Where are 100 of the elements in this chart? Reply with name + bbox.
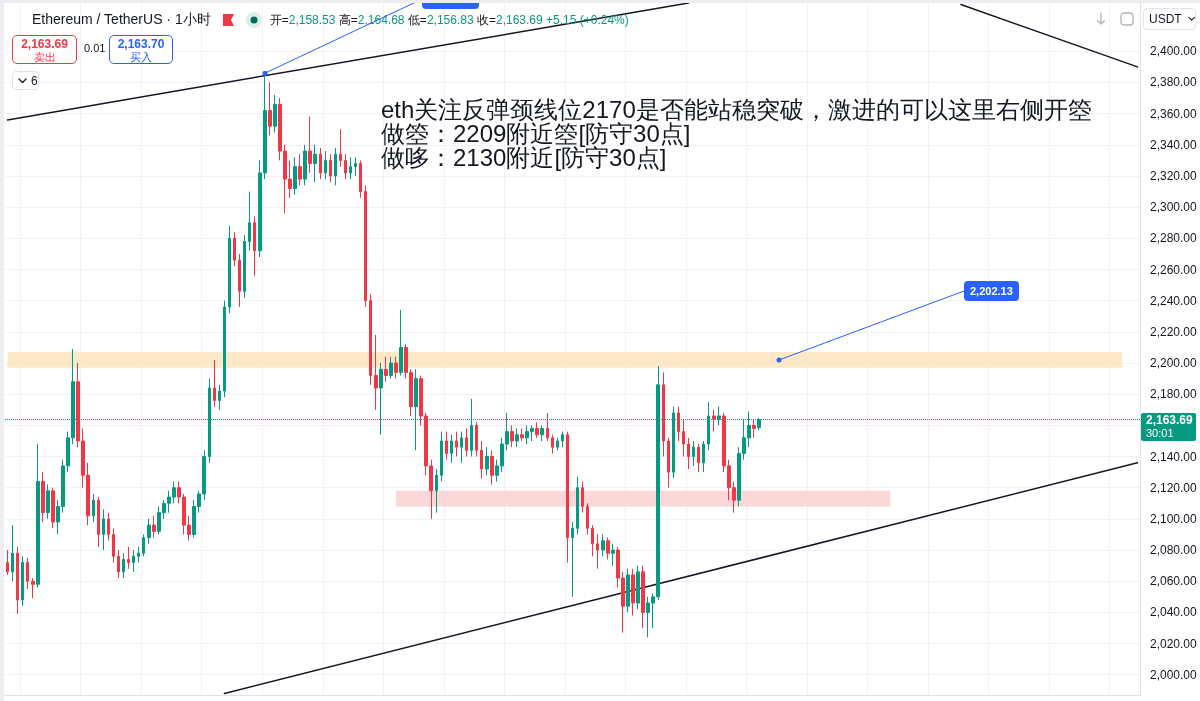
candlestick bbox=[364, 184, 367, 308]
candlestick bbox=[571, 521, 574, 598]
candlestick bbox=[122, 552, 125, 579]
y-tick-label: 2,220.00 bbox=[1150, 324, 1198, 339]
candlestick bbox=[515, 427, 519, 448]
candlestick bbox=[682, 418, 685, 458]
candlestick bbox=[626, 568, 630, 613]
candlestick bbox=[273, 94, 277, 133]
candlestick bbox=[520, 427, 524, 442]
y-tick-label: 2,000.00 bbox=[1150, 667, 1198, 682]
candlestick bbox=[641, 565, 645, 629]
candlestick bbox=[556, 437, 559, 451]
candlestick bbox=[601, 533, 605, 557]
y-tick-label: 2,360.00 bbox=[1150, 106, 1198, 121]
y-tick-label: 2,320.00 bbox=[1150, 169, 1198, 183]
candlestick bbox=[596, 533, 599, 570]
sell-button: 2,163.69 卖出 bbox=[12, 35, 77, 64]
candlestick bbox=[354, 156, 357, 177]
candlestick bbox=[308, 116, 312, 174]
candlestick bbox=[677, 406, 680, 442]
candlestick bbox=[238, 253, 241, 308]
candlestick bbox=[319, 147, 322, 180]
candlestick bbox=[606, 537, 610, 560]
candlestick bbox=[243, 234, 246, 299]
candlestick bbox=[712, 409, 716, 433]
annotation: 2,202.13 bbox=[964, 281, 1019, 301]
y-tick-label: 2,120.00 bbox=[1150, 480, 1198, 495]
candlestick bbox=[465, 427, 468, 458]
candlestick bbox=[112, 527, 115, 564]
candlestick bbox=[117, 549, 120, 579]
candlestick bbox=[399, 309, 403, 376]
candlestick bbox=[752, 418, 756, 439]
candlestick bbox=[21, 555, 24, 607]
annotation: 2,163.70 bbox=[117, 36, 165, 51]
candlestick bbox=[137, 546, 140, 564]
candlestick bbox=[490, 449, 494, 486]
dropdown: USDT bbox=[1143, 8, 1196, 30]
candlestick bbox=[324, 150, 327, 180]
annotation: 0.01 bbox=[84, 42, 106, 55]
candlestick bbox=[374, 334, 378, 411]
candlestick bbox=[26, 557, 29, 590]
candlestick bbox=[152, 515, 156, 539]
y-tick-label: 2,040.00 bbox=[1150, 605, 1198, 620]
candlestick bbox=[51, 487, 55, 529]
candlestick bbox=[233, 231, 236, 267]
y-tick-label: 2,400.00 bbox=[1150, 44, 1198, 59]
candlestick bbox=[636, 565, 640, 610]
candlestick bbox=[102, 509, 105, 551]
candlestick bbox=[92, 493, 95, 523]
candlestick bbox=[566, 431, 569, 564]
ref-line-label: 2,163.69 bbox=[1146, 412, 1194, 427]
candlestick bbox=[450, 434, 453, 464]
annotation: 2,163.69 bbox=[21, 36, 68, 51]
candlestick bbox=[535, 421, 539, 439]
annotation: 买入 bbox=[130, 50, 152, 63]
candlestick bbox=[369, 293, 372, 386]
candlestick bbox=[298, 153, 302, 186]
candlestick bbox=[611, 543, 615, 567]
candlestick bbox=[631, 568, 635, 617]
buy-button: 2,163.70 买入 bbox=[109, 35, 173, 64]
candlestick bbox=[268, 81, 272, 136]
candlestick bbox=[127, 546, 130, 570]
candlestick bbox=[455, 431, 458, 458]
y-tick-label: 2,300.00 bbox=[1150, 200, 1198, 215]
candlestick bbox=[485, 446, 489, 476]
y-tick-label: 2,060.00 bbox=[1150, 574, 1198, 589]
annotation: 卖出 bbox=[33, 50, 56, 63]
candlestick bbox=[687, 437, 690, 470]
candlestick bbox=[36, 443, 40, 588]
y-tick-label: 2,200.00 bbox=[1150, 356, 1198, 371]
candlestick bbox=[228, 225, 231, 314]
candlestick bbox=[313, 144, 317, 183]
y-tick-label: 2,020.00 bbox=[1150, 636, 1198, 651]
candlestick bbox=[702, 440, 705, 473]
candlestick bbox=[480, 440, 483, 479]
candlestick bbox=[551, 434, 554, 454]
candlestick bbox=[389, 356, 393, 380]
candlestick bbox=[394, 356, 398, 380]
candlestick bbox=[107, 512, 110, 542]
candlestick bbox=[435, 468, 438, 514]
candlestick bbox=[475, 421, 478, 458]
candlestick bbox=[213, 359, 216, 408]
candlestick bbox=[339, 128, 342, 168]
candlestick bbox=[546, 412, 549, 442]
candlestick bbox=[11, 524, 14, 582]
y-tick-label: 2,140.00 bbox=[1150, 449, 1198, 464]
y-tick-label: 2,280.00 bbox=[1150, 231, 1198, 246]
candlestick bbox=[440, 431, 443, 482]
candlestick bbox=[303, 144, 307, 186]
candlestick bbox=[576, 476, 579, 535]
candlestick bbox=[293, 156, 297, 196]
candlestick bbox=[561, 431, 564, 448]
y-tick-label: 2,100.00 bbox=[1150, 511, 1198, 526]
candlestick bbox=[662, 371, 665, 458]
candlestick bbox=[581, 480, 584, 514]
candlestick bbox=[218, 384, 221, 411]
y-tick-label: 2,080.00 bbox=[1150, 543, 1198, 558]
y-tick-label: 2,180.00 bbox=[1150, 387, 1198, 402]
candlestick bbox=[692, 440, 695, 467]
candlestick bbox=[540, 424, 544, 442]
